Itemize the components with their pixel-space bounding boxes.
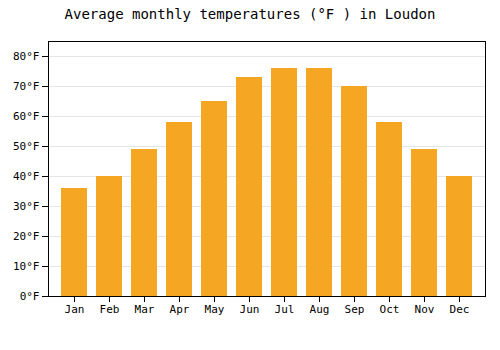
svg-text:60°F: 60°F xyxy=(13,110,40,123)
svg-text:30°F: 30°F xyxy=(13,200,40,213)
svg-text:70°F: 70°F xyxy=(13,80,40,93)
svg-text:50°F: 50°F xyxy=(13,140,40,153)
svg-text:80°F: 80°F xyxy=(13,50,40,63)
svg-text:Mar: Mar xyxy=(135,303,155,316)
svg-text:Aug: Aug xyxy=(310,303,330,316)
svg-text:20°F: 20°F xyxy=(13,230,40,243)
svg-text:May: May xyxy=(205,303,225,316)
svg-text:Oct: Oct xyxy=(380,303,400,316)
html-text:Average monthly temperatures (: Average monthly temperatures (°F ) in Lo… xyxy=(64,6,436,22)
svg-text:Feb: Feb xyxy=(100,303,120,316)
svg-text:Apr: Apr xyxy=(170,303,190,316)
svg-text:Jul: Jul xyxy=(275,303,295,316)
svg-text:Sep: Sep xyxy=(345,303,365,316)
svg-text:0°F: 0°F xyxy=(20,290,40,303)
svg-text:Jun: Jun xyxy=(240,303,260,316)
svg-text:Dec: Dec xyxy=(450,303,470,316)
svg-text:Nov: Nov xyxy=(415,303,435,316)
svg-text:Jan: Jan xyxy=(65,303,85,316)
svg-text:10°F: 10°F xyxy=(13,260,40,273)
svg-text:40°F: 40°F xyxy=(13,170,40,183)
